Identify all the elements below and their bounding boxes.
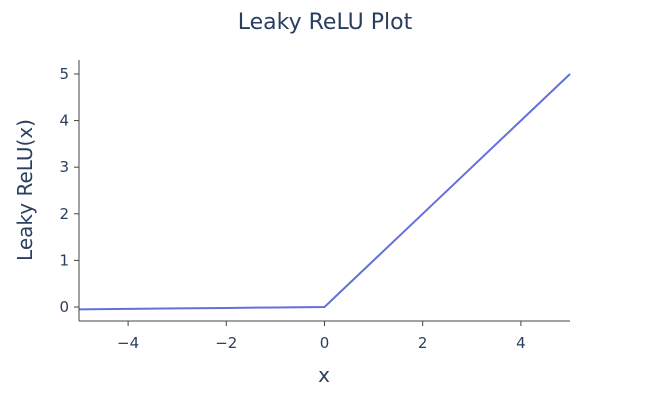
y-axis-ticks: 0 1 2 3 4 5 bbox=[59, 65, 79, 316]
x-tick-label: −2 bbox=[215, 334, 237, 352]
x-tick-label: 4 bbox=[516, 334, 526, 352]
series-line bbox=[78, 73, 571, 311]
y-axis-label: Leaky ReLU(x) bbox=[13, 119, 37, 261]
x-tick-label: 2 bbox=[418, 334, 428, 352]
x-axis-ticks: −4 −2 0 2 4 bbox=[117, 321, 526, 352]
y-tick-label: 3 bbox=[59, 158, 69, 176]
chart-title: Leaky ReLU Plot bbox=[238, 10, 413, 35]
y-tick-label: 1 bbox=[59, 251, 69, 269]
y-tick-label: 0 bbox=[59, 298, 69, 316]
plot-area bbox=[78, 73, 571, 311]
x-axis-label: x bbox=[318, 363, 330, 387]
y-tick-label: 5 bbox=[59, 65, 69, 83]
x-tick-label: 0 bbox=[320, 334, 330, 352]
x-tick-label: −4 bbox=[117, 334, 139, 352]
y-tick-label: 2 bbox=[59, 205, 69, 223]
y-tick-label: 4 bbox=[59, 112, 69, 130]
